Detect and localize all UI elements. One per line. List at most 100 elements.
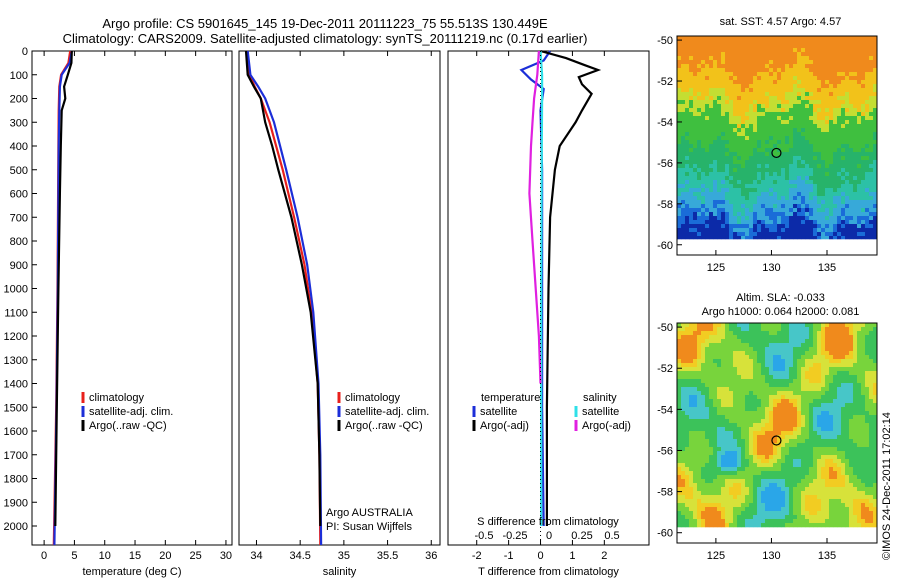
map-cell [705, 451, 710, 456]
map-cell [861, 447, 866, 452]
map-cell [745, 44, 750, 49]
map-cell [873, 116, 878, 121]
map-cell [697, 200, 702, 205]
map-cell [789, 88, 794, 93]
map-cell [853, 495, 858, 500]
map-cell [757, 399, 762, 404]
map-cell [777, 351, 782, 356]
map-cell [817, 379, 822, 384]
map-cell [685, 447, 690, 452]
map-cell [821, 483, 826, 488]
map-cell [705, 359, 710, 364]
map-cell [785, 479, 790, 484]
map-cell [685, 379, 690, 384]
map-cell [713, 491, 718, 496]
map-cell [729, 395, 734, 400]
map-cell [837, 228, 842, 233]
map-cell [841, 48, 846, 53]
map-cell [725, 196, 730, 201]
map-cell [785, 343, 790, 348]
map-cell [677, 168, 682, 173]
map-cell [765, 212, 770, 217]
map-cell [869, 479, 874, 484]
map-cell [773, 475, 778, 480]
map-cell [749, 431, 754, 436]
map-cell [789, 371, 794, 376]
map-cell [705, 84, 710, 89]
map-cell [769, 403, 774, 408]
map-cell [805, 403, 810, 408]
map-cell [709, 387, 714, 392]
map-cell [873, 499, 878, 504]
map-cell [873, 487, 878, 492]
map-cell [873, 224, 878, 229]
map-cell [705, 228, 710, 233]
map-cell [777, 44, 782, 49]
map-cell [821, 108, 826, 113]
map-cell [721, 443, 726, 448]
map-cell [741, 52, 746, 57]
map-cell [761, 156, 766, 161]
map-cell [681, 228, 686, 233]
map-cell [761, 331, 766, 336]
map-cell [861, 379, 866, 384]
map-cell [873, 455, 878, 460]
map-cell [761, 92, 766, 97]
map-cell [805, 471, 810, 476]
map-cell [785, 443, 790, 448]
map-cell [809, 467, 814, 472]
map-cell [701, 435, 706, 440]
map-cell [853, 427, 858, 432]
map-cell [857, 383, 862, 388]
map-cell [853, 44, 858, 49]
map-cell [709, 343, 714, 348]
map-cell [865, 423, 870, 428]
map-cell [809, 407, 814, 412]
map-cell [781, 435, 786, 440]
map-cell [737, 347, 742, 352]
map-cell [693, 475, 698, 480]
map-cell [857, 200, 862, 205]
map-cell [697, 116, 702, 121]
map-cell [765, 148, 770, 153]
map-cell [769, 212, 774, 217]
map-cell [733, 156, 738, 161]
map-cell [861, 156, 866, 161]
map-cell [685, 84, 690, 89]
map-cell [773, 200, 778, 205]
map-cell [849, 96, 854, 101]
map-cell [869, 467, 874, 472]
map-cell [785, 144, 790, 149]
map-cell [789, 192, 794, 197]
map-cell [805, 136, 810, 141]
map-cell [689, 224, 694, 229]
map-cell [677, 216, 682, 221]
map-cell [841, 399, 846, 404]
map-cell [701, 176, 706, 181]
map-cell [717, 44, 722, 49]
map-cell [773, 228, 778, 233]
map-cell [737, 92, 742, 97]
map-cell [717, 491, 722, 496]
map-cell [689, 503, 694, 508]
map-cell [789, 339, 794, 344]
map-cell [705, 116, 710, 121]
map-cell [781, 36, 786, 41]
map-cell [729, 419, 734, 424]
map-cell [789, 128, 794, 133]
map-cell [701, 56, 706, 61]
map-cell [797, 455, 802, 460]
map-cell [813, 379, 818, 384]
map-cell [825, 136, 830, 141]
map-cell [821, 455, 826, 460]
map-cell [873, 355, 878, 360]
map-cell [737, 172, 742, 177]
map-cell [801, 216, 806, 221]
map-cell [825, 96, 830, 101]
map-cell [801, 475, 806, 480]
map-cell [741, 160, 746, 165]
map-cell [745, 431, 750, 436]
map-cell [717, 196, 722, 201]
map-cell [677, 72, 682, 77]
map-cell [753, 96, 758, 101]
